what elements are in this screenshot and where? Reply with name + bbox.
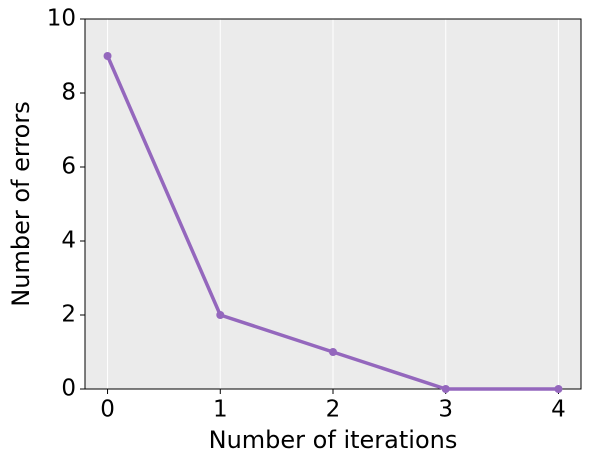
data-point bbox=[216, 311, 225, 319]
data-point bbox=[329, 348, 337, 356]
plot-frame bbox=[84, 18, 582, 390]
y-tick-label: 2 bbox=[61, 302, 76, 328]
y-tick-label: 6 bbox=[61, 154, 76, 180]
data-point bbox=[441, 385, 450, 393]
y-tick-label: 0 bbox=[61, 376, 76, 402]
x-tick-label: 3 bbox=[438, 397, 453, 423]
x-tick-label: 0 bbox=[100, 397, 115, 423]
x-axis-label: Number of iterations bbox=[209, 426, 458, 454]
y-tick-label: 10 bbox=[47, 6, 76, 32]
y-tick-label: 4 bbox=[61, 228, 76, 254]
x-tick-label: 4 bbox=[551, 397, 566, 423]
y-tick-label: 8 bbox=[61, 80, 76, 106]
data-point bbox=[554, 385, 563, 393]
x-tick-label: 1 bbox=[213, 397, 228, 423]
data-point bbox=[103, 52, 112, 60]
y-axis-label: Number of errors bbox=[7, 101, 35, 306]
x-tick-label: 2 bbox=[326, 397, 341, 423]
